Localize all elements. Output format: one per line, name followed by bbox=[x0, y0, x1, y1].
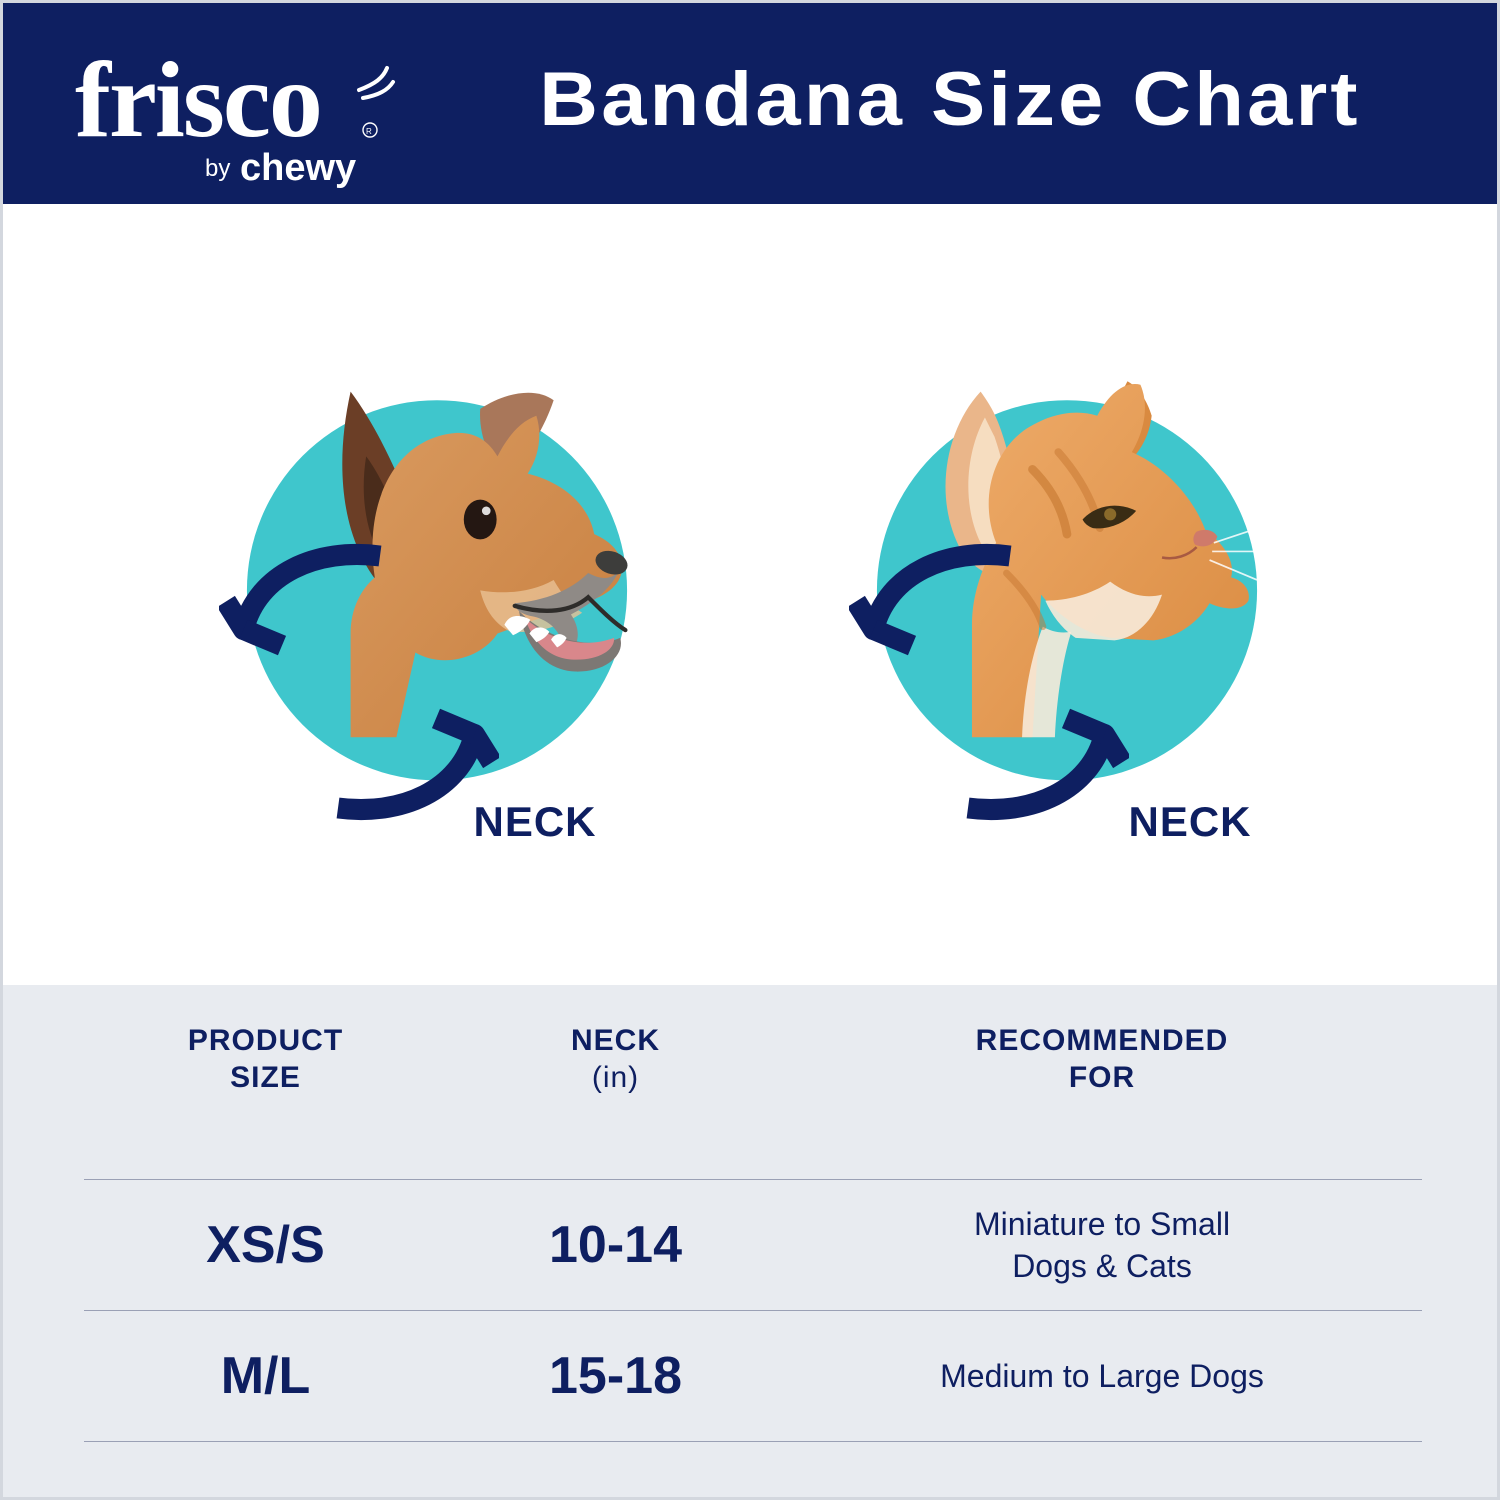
svg-text:R: R bbox=[366, 127, 372, 136]
svg-text:by: by bbox=[205, 155, 230, 182]
svg-text:chewy: chewy bbox=[240, 147, 356, 188]
svg-text:frisco: frisco bbox=[75, 41, 321, 160]
